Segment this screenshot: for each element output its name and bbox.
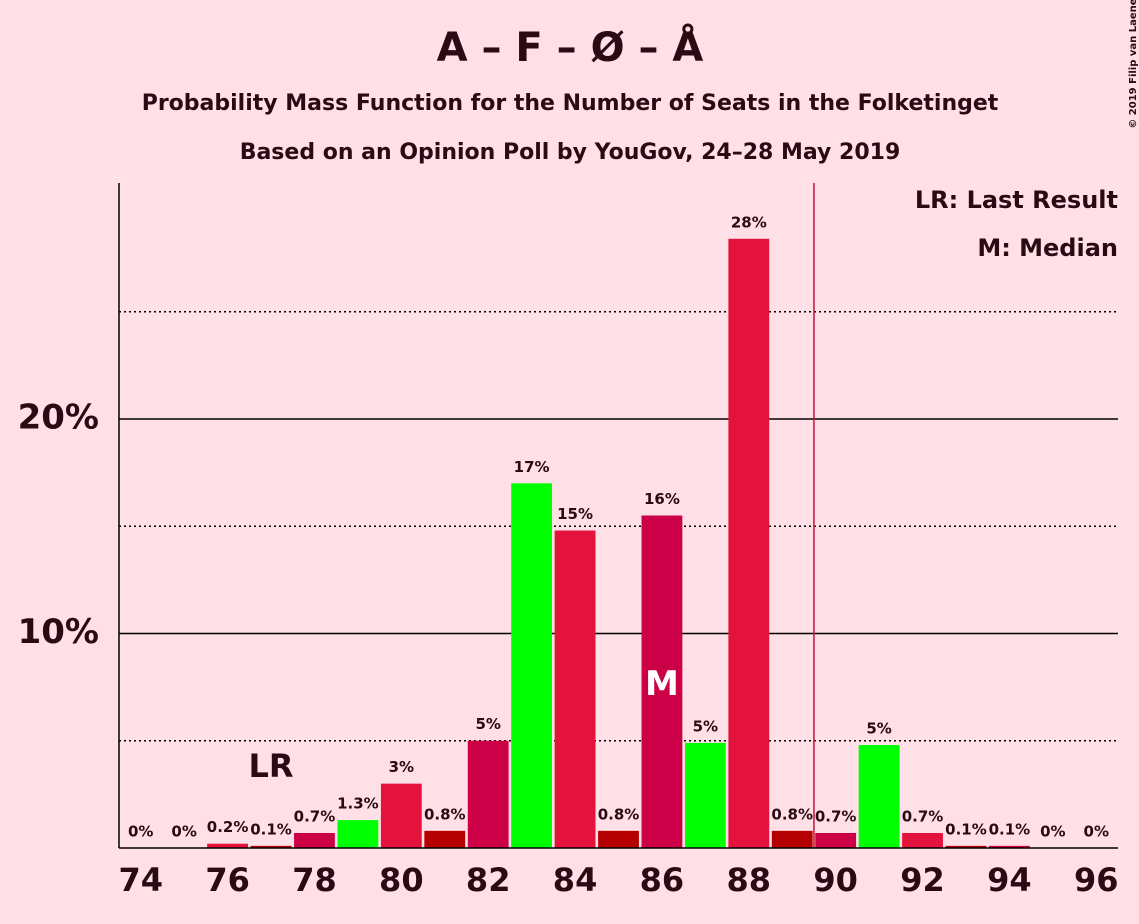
chart-subtitle: Based on an Opinion Poll by YouGov, 24–2… [240, 140, 901, 165]
bar [684, 742, 726, 848]
bar [815, 832, 857, 848]
value-label: 0.1% [250, 820, 292, 838]
value-label: 5% [475, 715, 500, 733]
x-tick-label: 74 [118, 861, 163, 899]
x-tick-label: 96 [1074, 861, 1119, 899]
value-label: 0.8% [771, 805, 813, 823]
value-label: 0.7% [902, 807, 944, 825]
bar [771, 830, 813, 848]
bar [511, 483, 553, 848]
x-tick-label: 82 [466, 861, 511, 899]
value-label: 0.1% [989, 820, 1031, 838]
value-label: 0.8% [598, 805, 640, 823]
value-label: 16% [644, 490, 680, 508]
bar [207, 843, 249, 848]
copyright: © 2019 Filip van Laenen [1128, 0, 1139, 129]
x-tick-label: 90 [813, 861, 858, 899]
value-label: 0% [171, 823, 196, 841]
value-label: 3% [389, 758, 414, 776]
x-tick-label: 78 [292, 861, 337, 899]
value-label: 1.3% [337, 795, 379, 813]
x-tick-label: 84 [553, 861, 598, 899]
bar [945, 845, 987, 848]
value-label: 5% [693, 717, 718, 735]
bar [902, 832, 943, 848]
x-tick-label: 76 [205, 861, 250, 899]
value-label: 15% [557, 505, 593, 523]
bar [858, 745, 900, 848]
bar [598, 830, 639, 848]
x-tick-label: 88 [727, 861, 772, 899]
bar [988, 845, 1030, 848]
chart-subtitle: Probability Mass Function for the Number… [142, 91, 999, 116]
legend-entry: M: Median [977, 234, 1118, 262]
legend-entry: LR: Last Result [915, 186, 1118, 214]
value-label: 0.7% [294, 807, 336, 825]
bar [554, 530, 596, 848]
value-label: 28% [731, 213, 767, 231]
x-tick-label: 92 [900, 861, 945, 899]
value-label: 0% [1084, 823, 1109, 841]
y-tick-label: 20% [18, 397, 99, 437]
value-label: 0% [128, 823, 153, 841]
bar [641, 515, 683, 848]
value-label: 0.2% [207, 818, 249, 836]
bar [424, 830, 466, 848]
x-tick-label: 80 [379, 861, 424, 899]
value-label: 0.8% [424, 805, 466, 823]
median-marker: M [645, 664, 679, 704]
value-label: 5% [866, 720, 891, 738]
value-label: 17% [514, 458, 550, 476]
bar [728, 238, 770, 849]
last-result-marker: LR [249, 747, 294, 785]
bar [467, 740, 509, 848]
bar [380, 783, 422, 848]
bar [294, 832, 335, 848]
chart-title: A – F – Ø – Å [437, 22, 704, 71]
value-label: 0% [1040, 823, 1065, 841]
x-tick-label: 86 [640, 861, 685, 899]
y-tick-label: 10% [18, 612, 99, 652]
bar [337, 820, 379, 848]
value-label: 0.7% [815, 807, 857, 825]
bar [250, 845, 292, 848]
value-label: 0.1% [945, 820, 987, 838]
x-tick-label: 94 [987, 861, 1032, 899]
